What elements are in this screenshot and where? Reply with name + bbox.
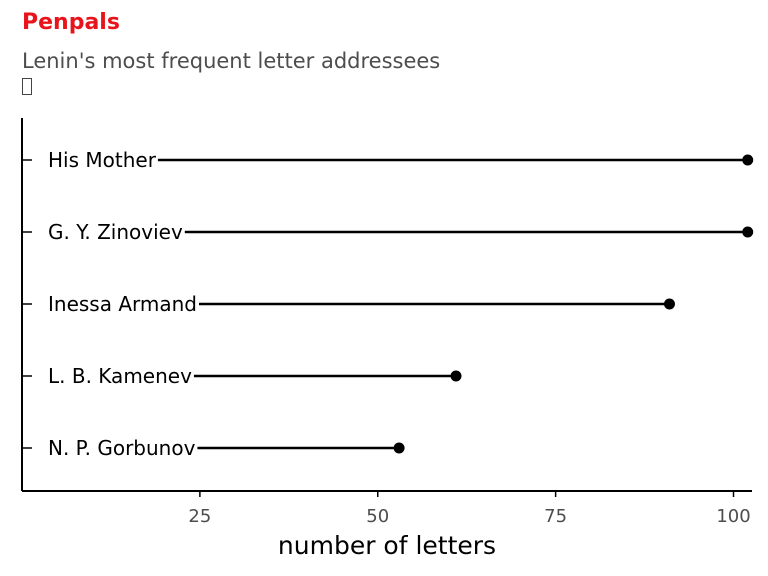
x-tick-label: 100	[716, 506, 750, 527]
lollipop-dot	[450, 370, 462, 382]
x-tick-label: 50	[366, 506, 389, 527]
chart-marks: His Mother G. Y. Zinoviev Inessa Armand L. …	[48, 148, 754, 460]
x-tick-label: 75	[544, 506, 567, 527]
lollipop-dot	[663, 298, 675, 310]
category-label: G. Y. Zinoviev	[48, 220, 183, 244]
lollipop-dot	[393, 442, 405, 454]
category-label: L. B. Kamenev	[48, 364, 192, 388]
category-label: N. P. Gorbunov	[48, 436, 196, 460]
lollipop-dot	[742, 226, 754, 238]
missing-glyph-icon	[22, 78, 32, 95]
x-axis-title: number of letters	[278, 531, 496, 560]
category-label: His Mother	[48, 148, 157, 172]
category-label: Inessa Armand	[48, 292, 197, 316]
lollipop-dot	[742, 154, 754, 166]
chart-title: Penpals	[22, 10, 120, 35]
x-tick-label: 25	[188, 506, 211, 527]
chart-axes: 25 50 75 100	[21, 118, 752, 527]
chart-subtitle: Lenin's most frequent letter addressees	[22, 49, 441, 73]
